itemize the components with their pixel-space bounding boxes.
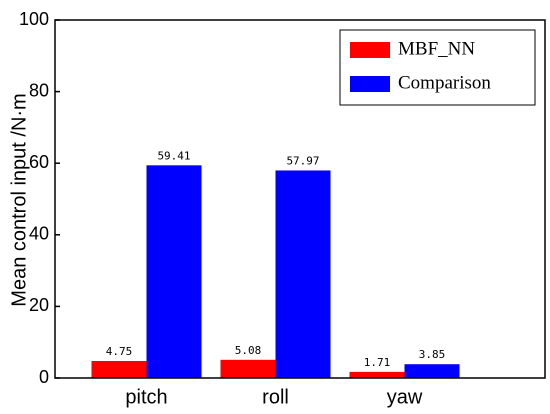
x-tick-label: roll [262,386,289,408]
value-label: 57.97 [286,154,319,167]
bar [91,360,147,378]
y-tick-label: 20 [29,295,49,315]
value-label: 4.75 [106,345,133,358]
bar [349,371,405,378]
y-tick-label: 60 [29,152,49,172]
plot-frame [54,19,546,379]
legend-swatch [350,42,390,58]
bar [220,359,276,378]
value-label: 5.08 [235,344,262,357]
y-tick-label: 40 [29,224,49,244]
y-tick-label: 80 [29,80,49,100]
y-tick-label: 100 [19,9,49,29]
bar [146,165,202,378]
bar [275,170,331,378]
bar [404,364,460,378]
x-tick-label: pitch [125,386,167,408]
legend-swatch [350,76,390,92]
legend-box [339,29,536,106]
legend-label: MBF_NN [398,38,475,59]
y-axis-label: Mean control input /N·m [8,93,30,306]
value-label: 3.85 [419,348,446,361]
value-label: 59.41 [157,149,190,162]
y-tick-label: 0 [39,367,49,387]
x-tick-label: yaw [387,386,423,408]
value-label: 1.71 [364,356,391,369]
legend-label: Comparison [398,72,491,93]
